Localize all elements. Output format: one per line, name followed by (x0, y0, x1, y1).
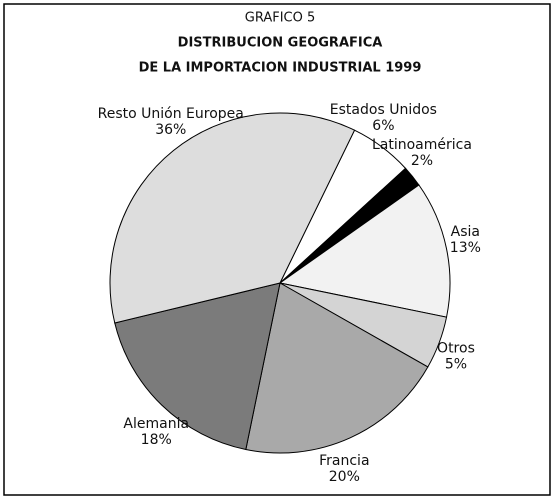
chart-title: GRAFICO 5 (245, 11, 316, 26)
slice-value-label: 20% (329, 469, 360, 485)
slice-label: Alemania (123, 416, 189, 432)
slice-value-label: 5% (445, 357, 467, 373)
slice-label: Otros (437, 341, 475, 357)
slice-label: Francia (319, 453, 369, 469)
pie-slice (278, 184, 451, 318)
slice-value-label: 13% (450, 240, 481, 256)
chart-subtitle: DE LA IMPORTACION INDUSTRIAL 1999 (139, 61, 422, 76)
pie-slice (109, 112, 356, 324)
slice-value-label: 2% (411, 153, 433, 169)
slice-value-label: 6% (372, 118, 394, 134)
pie-slice (245, 282, 429, 454)
slice-label: Latinoamérica (372, 137, 472, 153)
slice-label: Asia (451, 224, 480, 240)
slice-value-label: 36% (155, 122, 186, 138)
chart-subtitle: DISTRIBUCION GEOGRAFICA (178, 36, 383, 51)
slice-label: Resto Unión Europea (98, 106, 244, 122)
slice-value-label: 18% (141, 432, 172, 448)
slice-label: Estados Unidos (330, 102, 437, 118)
pie-slice (114, 282, 281, 451)
